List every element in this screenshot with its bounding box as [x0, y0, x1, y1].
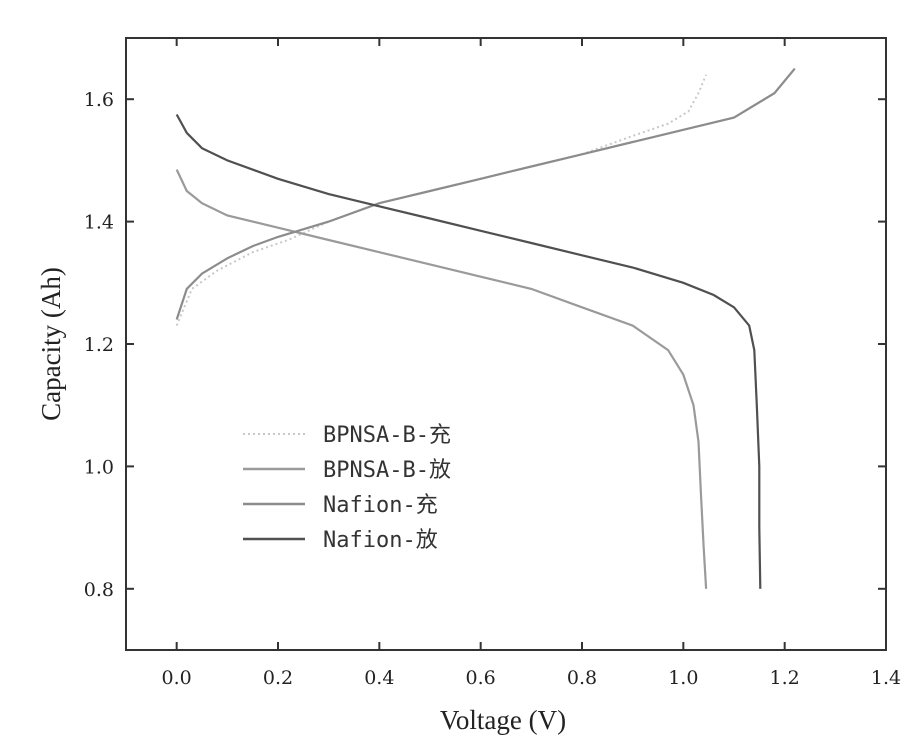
legend: BPNSA-B-充 BPNSA-B-放 Nafion-充 Nafion-放	[243, 423, 451, 553]
legend-label: BPNSA-B-放	[323, 458, 451, 483]
y-tick-label: 1.4	[84, 212, 114, 234]
y-tick-label: 1.0	[84, 456, 114, 478]
series-line-2	[175, 67, 796, 320]
y-tick-label: 1.6	[84, 89, 114, 111]
y-axis-label: Capacity (Ah)	[36, 267, 66, 421]
legend-label: BPNSA-B-充	[323, 423, 451, 448]
x-tick-label: 1.4	[871, 667, 901, 689]
x-tick-label: 1.2	[770, 667, 800, 689]
x-tick-label: 0.2	[263, 667, 293, 689]
x-axis-ticks: 0.0 0.2 0.4 0.6 0.8 1.0 1.2 1.4	[162, 38, 901, 689]
x-axis-label: Voltage (V)	[440, 705, 566, 735]
y-tick-label: 0.8	[84, 579, 114, 601]
plot-frame	[125, 37, 887, 651]
x-tick-label: 1.0	[668, 667, 698, 689]
x-tick-label: 0.0	[162, 667, 192, 689]
series-line-0	[175, 74, 708, 326]
legend-label: Nafion-充	[323, 493, 438, 518]
y-tick-label: 1.2	[84, 334, 114, 356]
y-axis-ticks: 0.8 1.0 1.2 1.4 1.6	[84, 89, 886, 601]
series-lines	[175, 67, 796, 589]
x-tick-label: 0.8	[567, 667, 597, 689]
series-line-3	[175, 113, 762, 589]
series-line-1	[175, 169, 708, 589]
x-tick-label: 0.6	[466, 667, 496, 689]
legend-label: Nafion-放	[323, 528, 438, 553]
x-tick-label: 0.4	[364, 667, 394, 689]
